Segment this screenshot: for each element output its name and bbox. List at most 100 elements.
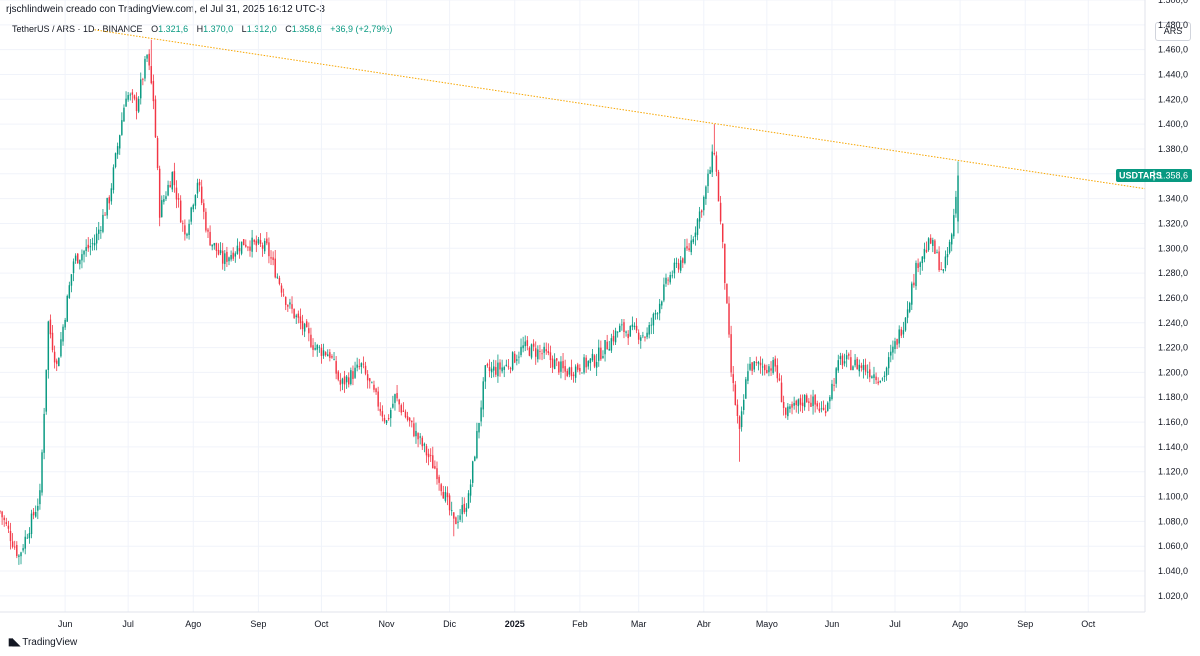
candle-body — [749, 363, 751, 370]
candle — [656, 312, 659, 320]
candle — [492, 359, 495, 378]
candle-body — [692, 239, 695, 243]
candle-body — [371, 382, 373, 384]
candle — [146, 53, 148, 62]
candle — [219, 242, 222, 256]
price-axis[interactable]: 1.020,0 1.040,0 1.060,0 1.080,0 1.100,0 1.120… — [1158, 0, 1188, 601]
candle-body — [108, 197, 110, 204]
tradingview-brand[interactable]: ▮◣ TradingView — [8, 637, 77, 648]
candle — [303, 322, 306, 338]
candle — [337, 370, 339, 382]
candle-body — [927, 238, 930, 251]
candle-body — [104, 214, 106, 216]
symbol-name[interactable]: TetherUS / ARS · 1D · BINANCE — [12, 24, 143, 34]
candle — [301, 314, 304, 336]
candle — [585, 355, 587, 373]
x-tick-label: Sep — [1017, 619, 1033, 629]
candle — [526, 336, 529, 351]
candle — [793, 396, 795, 410]
candle-body — [427, 453, 430, 458]
candle — [421, 435, 424, 450]
candle — [308, 322, 310, 342]
candle-body — [150, 66, 153, 84]
candle-body — [946, 253, 949, 258]
candle — [70, 274, 73, 293]
candle — [848, 352, 850, 360]
candle — [335, 356, 337, 380]
candle — [108, 195, 110, 210]
candle-body — [919, 262, 921, 267]
candle-body — [398, 399, 400, 405]
candle-body — [167, 184, 169, 196]
candle — [894, 337, 896, 354]
candle-body — [619, 325, 621, 333]
candle-body — [705, 186, 707, 199]
candle-body — [270, 257, 272, 259]
candle — [648, 321, 650, 339]
candle-body — [100, 230, 102, 231]
candle — [534, 341, 537, 365]
change-value: +36,9 (+2,79%) — [330, 24, 393, 34]
candle-body — [383, 417, 386, 422]
candle-body — [780, 382, 783, 403]
candle-body — [465, 507, 468, 512]
candle — [100, 226, 102, 239]
candle — [652, 312, 655, 335]
candle — [530, 343, 533, 360]
candle-body — [446, 492, 449, 498]
candle — [669, 271, 671, 285]
candle-body — [866, 371, 869, 373]
candle — [476, 422, 478, 460]
candle — [898, 325, 900, 348]
candle — [91, 237, 94, 251]
candle — [789, 403, 791, 413]
candle — [881, 377, 884, 382]
candle-body — [507, 366, 510, 368]
candle — [562, 353, 564, 373]
candle-body — [274, 258, 276, 278]
candle — [444, 486, 447, 503]
candle-body — [74, 255, 77, 261]
candle — [816, 400, 818, 410]
candle — [614, 327, 617, 345]
time-axis[interactable]: Jun Jul Ago Sep Oct Nov Dic 2025 Feb Mar Abr Mayo Ju… — [58, 619, 1096, 629]
candle — [446, 486, 449, 506]
candle — [175, 180, 178, 209]
candle-body — [839, 356, 842, 360]
candle-body — [837, 360, 840, 371]
candle — [679, 256, 682, 274]
candle — [850, 349, 852, 371]
candle-body — [228, 257, 230, 262]
candle-body — [471, 461, 474, 483]
candle-body — [887, 357, 890, 369]
candle — [79, 259, 81, 270]
candle-body — [774, 358, 776, 367]
candle — [637, 329, 640, 345]
candle — [511, 351, 514, 372]
candle — [152, 74, 155, 110]
y-tick-label: 1.380,0 — [1158, 144, 1188, 154]
low-value: 1.312,0 — [246, 24, 277, 34]
candle-body — [646, 332, 648, 338]
candle-body — [116, 146, 119, 155]
candle — [411, 420, 413, 428]
x-tick-label: Mar — [631, 619, 647, 629]
candle-body — [942, 269, 945, 271]
candle-body — [761, 366, 764, 368]
y-tick-label: 1.160,0 — [1158, 417, 1188, 427]
candle — [484, 365, 487, 389]
candle — [98, 221, 100, 241]
candle — [776, 358, 779, 383]
candle-body — [182, 222, 184, 224]
currency-button[interactable]: ARS — [1155, 22, 1191, 41]
candle — [703, 195, 705, 216]
candle-body — [938, 251, 940, 271]
candle — [866, 364, 869, 379]
candle-body — [268, 242, 270, 257]
candle-body — [221, 250, 224, 264]
trendline[interactable] — [94, 29, 1146, 190]
candle-body — [293, 308, 295, 318]
candle — [352, 365, 354, 386]
candle-body — [404, 411, 407, 418]
